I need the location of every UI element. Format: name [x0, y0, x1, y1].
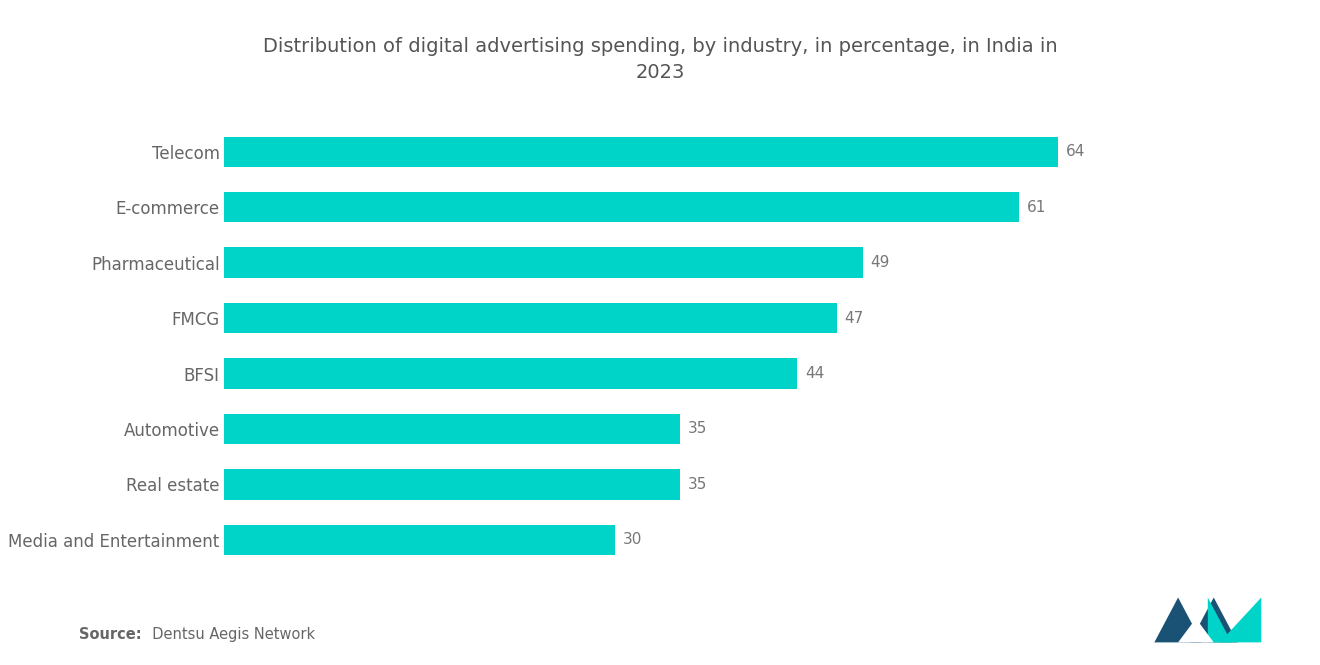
Bar	[224, 136, 1057, 167]
Text: Distribution of digital advertising spending, by industry, in percentage, in Ind: Distribution of digital advertising spen…	[263, 37, 1057, 82]
Bar	[224, 469, 680, 499]
Text: Dentsu Aegis Network: Dentsu Aegis Network	[143, 626, 314, 642]
Text: 61: 61	[1027, 200, 1045, 215]
Bar	[224, 358, 797, 389]
Text: 35: 35	[688, 477, 708, 492]
Bar	[224, 192, 1019, 223]
Text: Source:: Source:	[79, 626, 141, 642]
Text: 44: 44	[805, 366, 825, 381]
Text: 49: 49	[870, 255, 890, 270]
Text: 30: 30	[623, 532, 643, 547]
Bar	[224, 414, 680, 444]
Bar	[224, 303, 837, 333]
Text: 64: 64	[1065, 144, 1085, 160]
Bar	[224, 247, 862, 278]
Text: 47: 47	[845, 311, 863, 326]
Text: 35: 35	[688, 422, 708, 436]
Bar	[224, 525, 615, 555]
